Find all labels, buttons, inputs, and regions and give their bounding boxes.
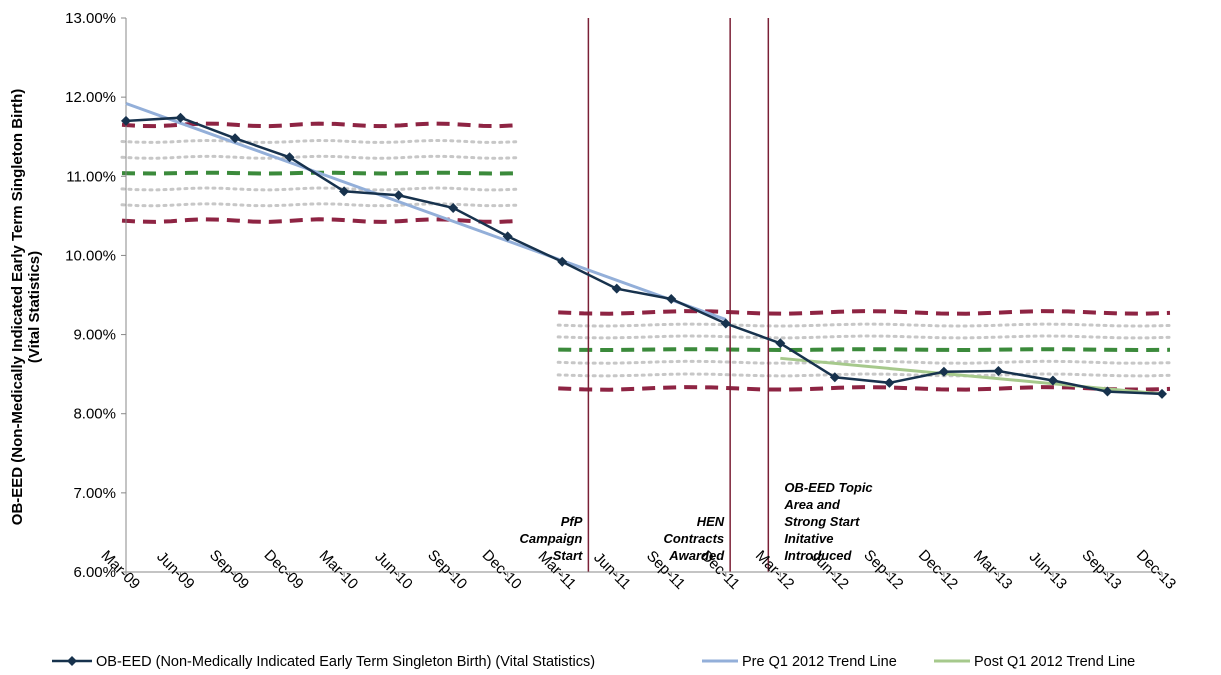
band-pre-inner-line-0 — [120, 138, 518, 144]
band-pre-inner-line-2 — [120, 186, 518, 192]
event-label-1-line-2: Awarded — [668, 548, 725, 563]
ob-eed-point-7 — [502, 231, 513, 242]
legend-label-ob-eed: OB-EED (Non-Medically Indicated Early Te… — [96, 654, 595, 670]
event-label-1-line-1: Contracts — [663, 531, 724, 546]
x-tick-label-4: Mar-10 — [316, 547, 362, 593]
x-tick-label-2: Sep-09 — [206, 547, 252, 593]
event-label-0-line-2: Start — [553, 548, 583, 563]
y-tick-label-0: 6.00% — [73, 564, 116, 581]
band-post-lower-limit — [558, 385, 1171, 392]
event-label-2-line-3: Initative — [784, 531, 833, 546]
ob-eed-point-8 — [557, 256, 568, 267]
pre-trend-line — [125, 102, 727, 321]
ob-eed-point-2 — [230, 133, 241, 144]
x-tick-label-14: Sep-12 — [860, 547, 906, 593]
ob-eed-point-11 — [720, 318, 731, 329]
ob-eed-point-14 — [884, 377, 895, 388]
x-tick-label-16: Mar-13 — [970, 547, 1016, 593]
ob-eed-point-12 — [775, 338, 786, 349]
ob-eed-point-6 — [448, 202, 459, 213]
x-tick-label-19: Dec-13 — [1133, 547, 1179, 593]
x-tick-label-15: Dec-12 — [915, 547, 961, 593]
x-tick-label-1: Jun-09 — [153, 548, 197, 592]
band-post-inner-line-3 — [556, 372, 1172, 378]
band-post-inner-line-0 — [556, 322, 1172, 328]
y-tick-label-4: 10.00% — [65, 247, 116, 264]
ob-eed-point-4 — [339, 186, 350, 197]
event-markers: PfP Campaign Start HEN Contracts Awarded OB-EE… — [520, 18, 873, 572]
x-tick-label-18: Sep-13 — [1078, 547, 1124, 593]
y-tick-label-2: 8.00% — [73, 406, 116, 423]
event-label-2-line-2: Strong Start — [784, 514, 860, 529]
x-tick-label-6: Sep-10 — [424, 547, 470, 593]
y-tick-label-1: 7.00% — [73, 485, 116, 502]
band-post-inner-line-2 — [556, 359, 1172, 365]
event-label-2-line-0: OB-EED Topic — [784, 480, 873, 495]
x-tick-label-9: Jun-11 — [590, 549, 634, 593]
band-post-inner-line-1 — [556, 334, 1172, 340]
event-label-0-line-1: Campaign — [520, 531, 583, 546]
x-tick-label-7: Dec-10 — [479, 547, 525, 593]
legend-marker-ob-eed — [67, 656, 77, 666]
axes: 6.00% 7.00% 8.00% 9.00% 10.00% 11.00% 12.00% 13… — [9, 10, 1179, 593]
ob-eed-point-3 — [284, 152, 295, 163]
x-tick-label-17: Jun-13 — [1026, 548, 1070, 592]
band-pre-inner-line-3 — [120, 202, 518, 208]
event-label-0-line-0: PfP — [561, 514, 583, 529]
y-axis-title-line-0: OB-EED (Non-Medically Indicated Early Te… — [9, 89, 26, 525]
y-axis-title-line-1: (Vital Statistics) — [26, 251, 43, 363]
band-pre-lower-limit — [121, 217, 516, 224]
ob-eed-point-1 — [175, 112, 186, 123]
event-label-1-line-0: HEN — [697, 514, 725, 529]
ob-eed-point-15 — [938, 366, 949, 377]
ob-eed-point-10 — [666, 293, 677, 304]
legend: OB-EED (Non-Medically Indicated Early Te… — [52, 654, 1135, 670]
ob-eed-point-13 — [829, 372, 840, 383]
series-lines — [121, 102, 1167, 399]
ob-eed-point-5 — [393, 190, 404, 201]
event-label-2-line-4: Introduced — [784, 548, 852, 563]
band-pre-inner-line-1 — [120, 154, 518, 160]
x-tick-label-5: Jun-10 — [371, 548, 415, 592]
ob-eed-point-18 — [1102, 386, 1113, 397]
ob-eed-point-17 — [1047, 375, 1058, 386]
ob-eed-point-16 — [993, 365, 1004, 376]
legend-label-pre-trend: Pre Q1 2012 Trend Line — [742, 654, 897, 670]
y-tick-label-3: 9.00% — [73, 327, 116, 344]
ob-eed-point-19 — [1157, 388, 1167, 399]
event-label-2-line-1: Area and — [783, 497, 841, 512]
ob-eed-series-line — [125, 116, 1163, 396]
y-tick-label-6: 12.00% — [65, 89, 116, 106]
band-post-center-line — [558, 347, 1171, 353]
ob-eed-point-0 — [121, 115, 131, 126]
y-tick-label-7: 13.00% — [65, 10, 116, 27]
control-bands — [120, 121, 1172, 392]
y-tick-label-5: 11.00% — [66, 168, 116, 185]
x-tick-label-3: Dec-09 — [261, 547, 307, 593]
band-post-upper-limit — [558, 309, 1171, 316]
ob-eed-point-9 — [611, 283, 622, 294]
legend-label-post-trend: Post Q1 2012 Trend Line — [974, 654, 1135, 670]
post-trend-line — [780, 356, 1163, 396]
